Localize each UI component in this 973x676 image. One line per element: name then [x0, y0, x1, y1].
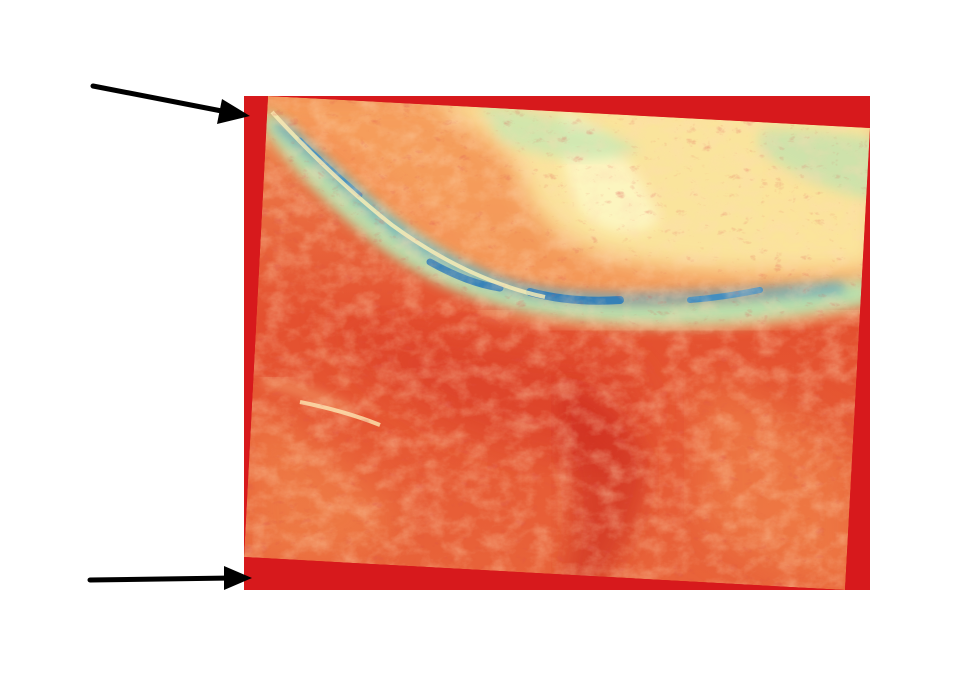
bottom-left-arrow: [87, 566, 252, 590]
frame-bottom-wedge: [244, 557, 845, 590]
elevation-raster: [244, 96, 870, 590]
frame-left-wedge: [244, 96, 268, 557]
top-left-arrow: [90, 83, 250, 124]
frame-right-wedge: [845, 128, 870, 590]
frame-top-right-wedge: [268, 96, 870, 128]
